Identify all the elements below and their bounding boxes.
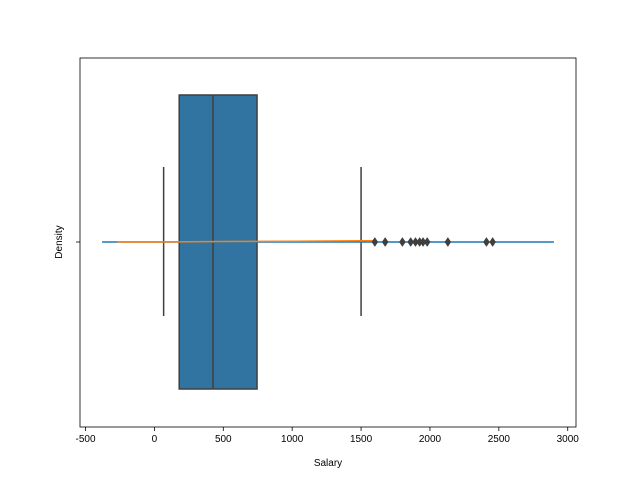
x-tick-label-2: 500 bbox=[215, 434, 232, 445]
x-axis-label: Salary bbox=[314, 458, 342, 469]
outlier-point-11 bbox=[489, 237, 496, 247]
x-tick-label-6: 2500 bbox=[488, 434, 511, 445]
outlier-point-2 bbox=[381, 237, 389, 247]
outlier-point-1 bbox=[371, 237, 379, 247]
series-line-2 bbox=[117, 239, 375, 243]
x-tick-label-5: 2000 bbox=[419, 434, 442, 445]
x-tick-label-0: -500 bbox=[76, 434, 96, 445]
outlier-point-4 bbox=[407, 237, 414, 247]
outlier-point-8 bbox=[423, 237, 431, 247]
plot-frame bbox=[79, 57, 577, 428]
plot-area bbox=[102, 94, 554, 390]
outlier-point-10 bbox=[483, 237, 490, 247]
x-tick-label-1: 0 bbox=[152, 434, 158, 445]
x-tick-label-3: 1000 bbox=[281, 434, 304, 445]
outlier-point-3 bbox=[399, 237, 406, 247]
x-axis: -500 0 500 1000 1500 2000 2500 3000 bbox=[76, 427, 580, 445]
x-tick-label-7: 3000 bbox=[557, 434, 580, 445]
x-tick-label-4: 1500 bbox=[350, 434, 373, 445]
y-axis-label: Density bbox=[54, 225, 65, 258]
outlier-point-9 bbox=[444, 237, 452, 247]
